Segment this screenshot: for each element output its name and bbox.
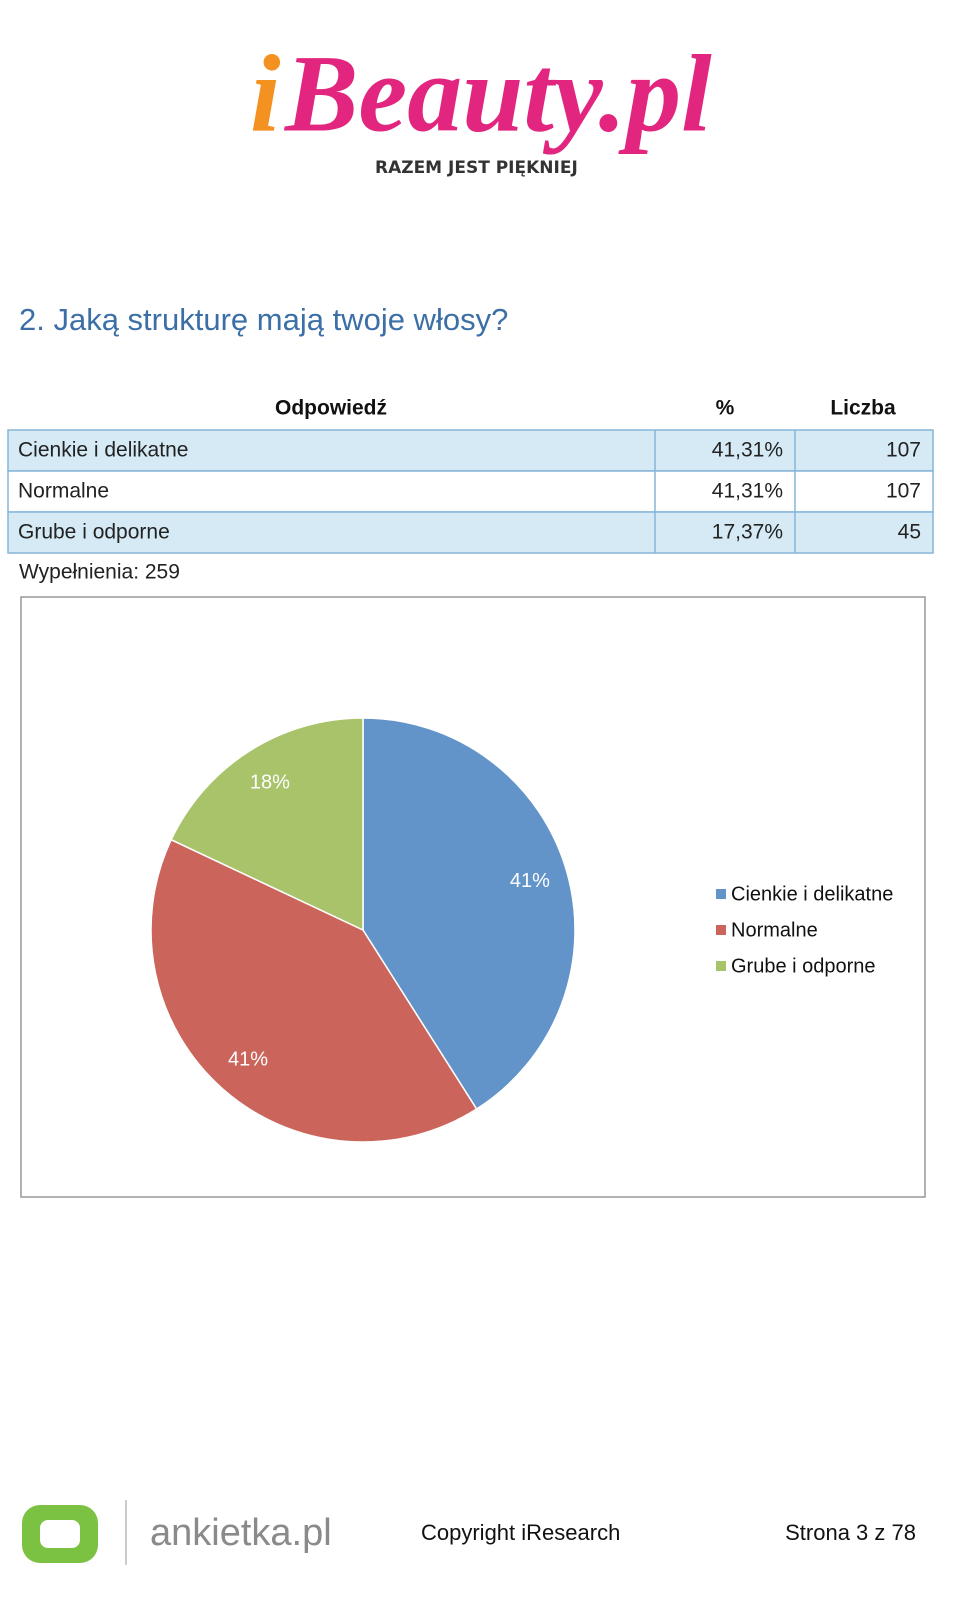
table-cell: 107 <box>886 439 921 462</box>
table-row <box>7 429 934 472</box>
footer-page: Strona 3 z 78 <box>785 1520 916 1545</box>
table-row <box>7 470 934 513</box>
logo-prefix: i <box>250 32 281 154</box>
logo-name: Beauty.pl <box>283 32 712 154</box>
pie-slice <box>150 838 478 1143</box>
table-header: Odpowiedź <box>275 397 387 420</box>
table-cell: 17,37% <box>712 521 783 544</box>
table-cell: Grube i odporne <box>18 521 170 544</box>
slice-label: 41% <box>510 870 550 892</box>
legend-swatch <box>716 961 726 971</box>
footer-copyright: Copyright iResearch <box>421 1520 620 1545</box>
footer-logo-icon-inner <box>40 1520 80 1548</box>
slice-label: 41% <box>228 1049 268 1071</box>
table-cell: Normalne <box>18 480 109 503</box>
table-cell: 107 <box>886 480 921 503</box>
logo-tagline: RAZEM JEST PIĘKNIEJ <box>375 158 578 178</box>
pie-slice <box>170 717 364 932</box>
pie-chart: 41% 41% 18% Cienkie i delikatne Normalne Grub… <box>150 717 893 1143</box>
pie-slice <box>362 717 576 1111</box>
table-cell: 41,31% <box>712 439 783 462</box>
legend-swatch <box>716 889 726 899</box>
legend-label: Normalne <box>731 919 818 941</box>
table: Odpowiedź% Liczba Cienkie i delikatne 41,31… <box>7 397 934 554</box>
table-cell: Cienkie i delikatne <box>18 439 188 462</box>
footer-brand: ankietka.pl <box>150 1512 332 1554</box>
table-header: % <box>716 397 735 420</box>
legend-swatch <box>716 925 726 935</box>
legend-label: Cienkie i delikatne <box>731 883 893 905</box>
slice-label: 18% <box>250 772 290 794</box>
table-header: Liczba <box>830 397 896 420</box>
responses: Wypełnienia: 259 <box>19 561 180 584</box>
legend-label: Grube i odporne <box>731 955 876 977</box>
table-cell: 45 <box>898 521 921 544</box>
table-row <box>7 511 934 554</box>
table-cell: 41,31% <box>712 480 783 503</box>
question-title: 2. Jaką strukturę mają twoje włosy? <box>19 302 508 337</box>
